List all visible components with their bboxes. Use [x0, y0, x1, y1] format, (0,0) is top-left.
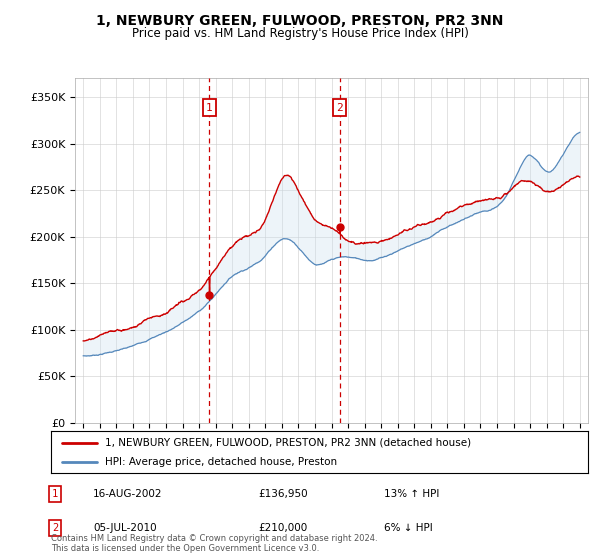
Text: Price paid vs. HM Land Registry's House Price Index (HPI): Price paid vs. HM Land Registry's House …	[131, 27, 469, 40]
Text: 2: 2	[337, 102, 343, 113]
Text: 13% ↑ HPI: 13% ↑ HPI	[384, 489, 439, 499]
Text: 1: 1	[206, 102, 213, 113]
Text: 1, NEWBURY GREEN, FULWOOD, PRESTON, PR2 3NN: 1, NEWBURY GREEN, FULWOOD, PRESTON, PR2 …	[97, 14, 503, 28]
Text: 1: 1	[52, 489, 58, 499]
Text: 6% ↓ HPI: 6% ↓ HPI	[384, 523, 433, 533]
Text: £210,000: £210,000	[258, 523, 307, 533]
Text: 2: 2	[52, 523, 58, 533]
Text: 1, NEWBURY GREEN, FULWOOD, PRESTON, PR2 3NN (detached house): 1, NEWBURY GREEN, FULWOOD, PRESTON, PR2 …	[105, 437, 471, 447]
Text: HPI: Average price, detached house, Preston: HPI: Average price, detached house, Pres…	[105, 457, 337, 467]
Text: 16-AUG-2002: 16-AUG-2002	[93, 489, 163, 499]
Text: 05-JUL-2010: 05-JUL-2010	[93, 523, 157, 533]
Text: Contains HM Land Registry data © Crown copyright and database right 2024.
This d: Contains HM Land Registry data © Crown c…	[51, 534, 377, 553]
Text: £136,950: £136,950	[258, 489, 308, 499]
